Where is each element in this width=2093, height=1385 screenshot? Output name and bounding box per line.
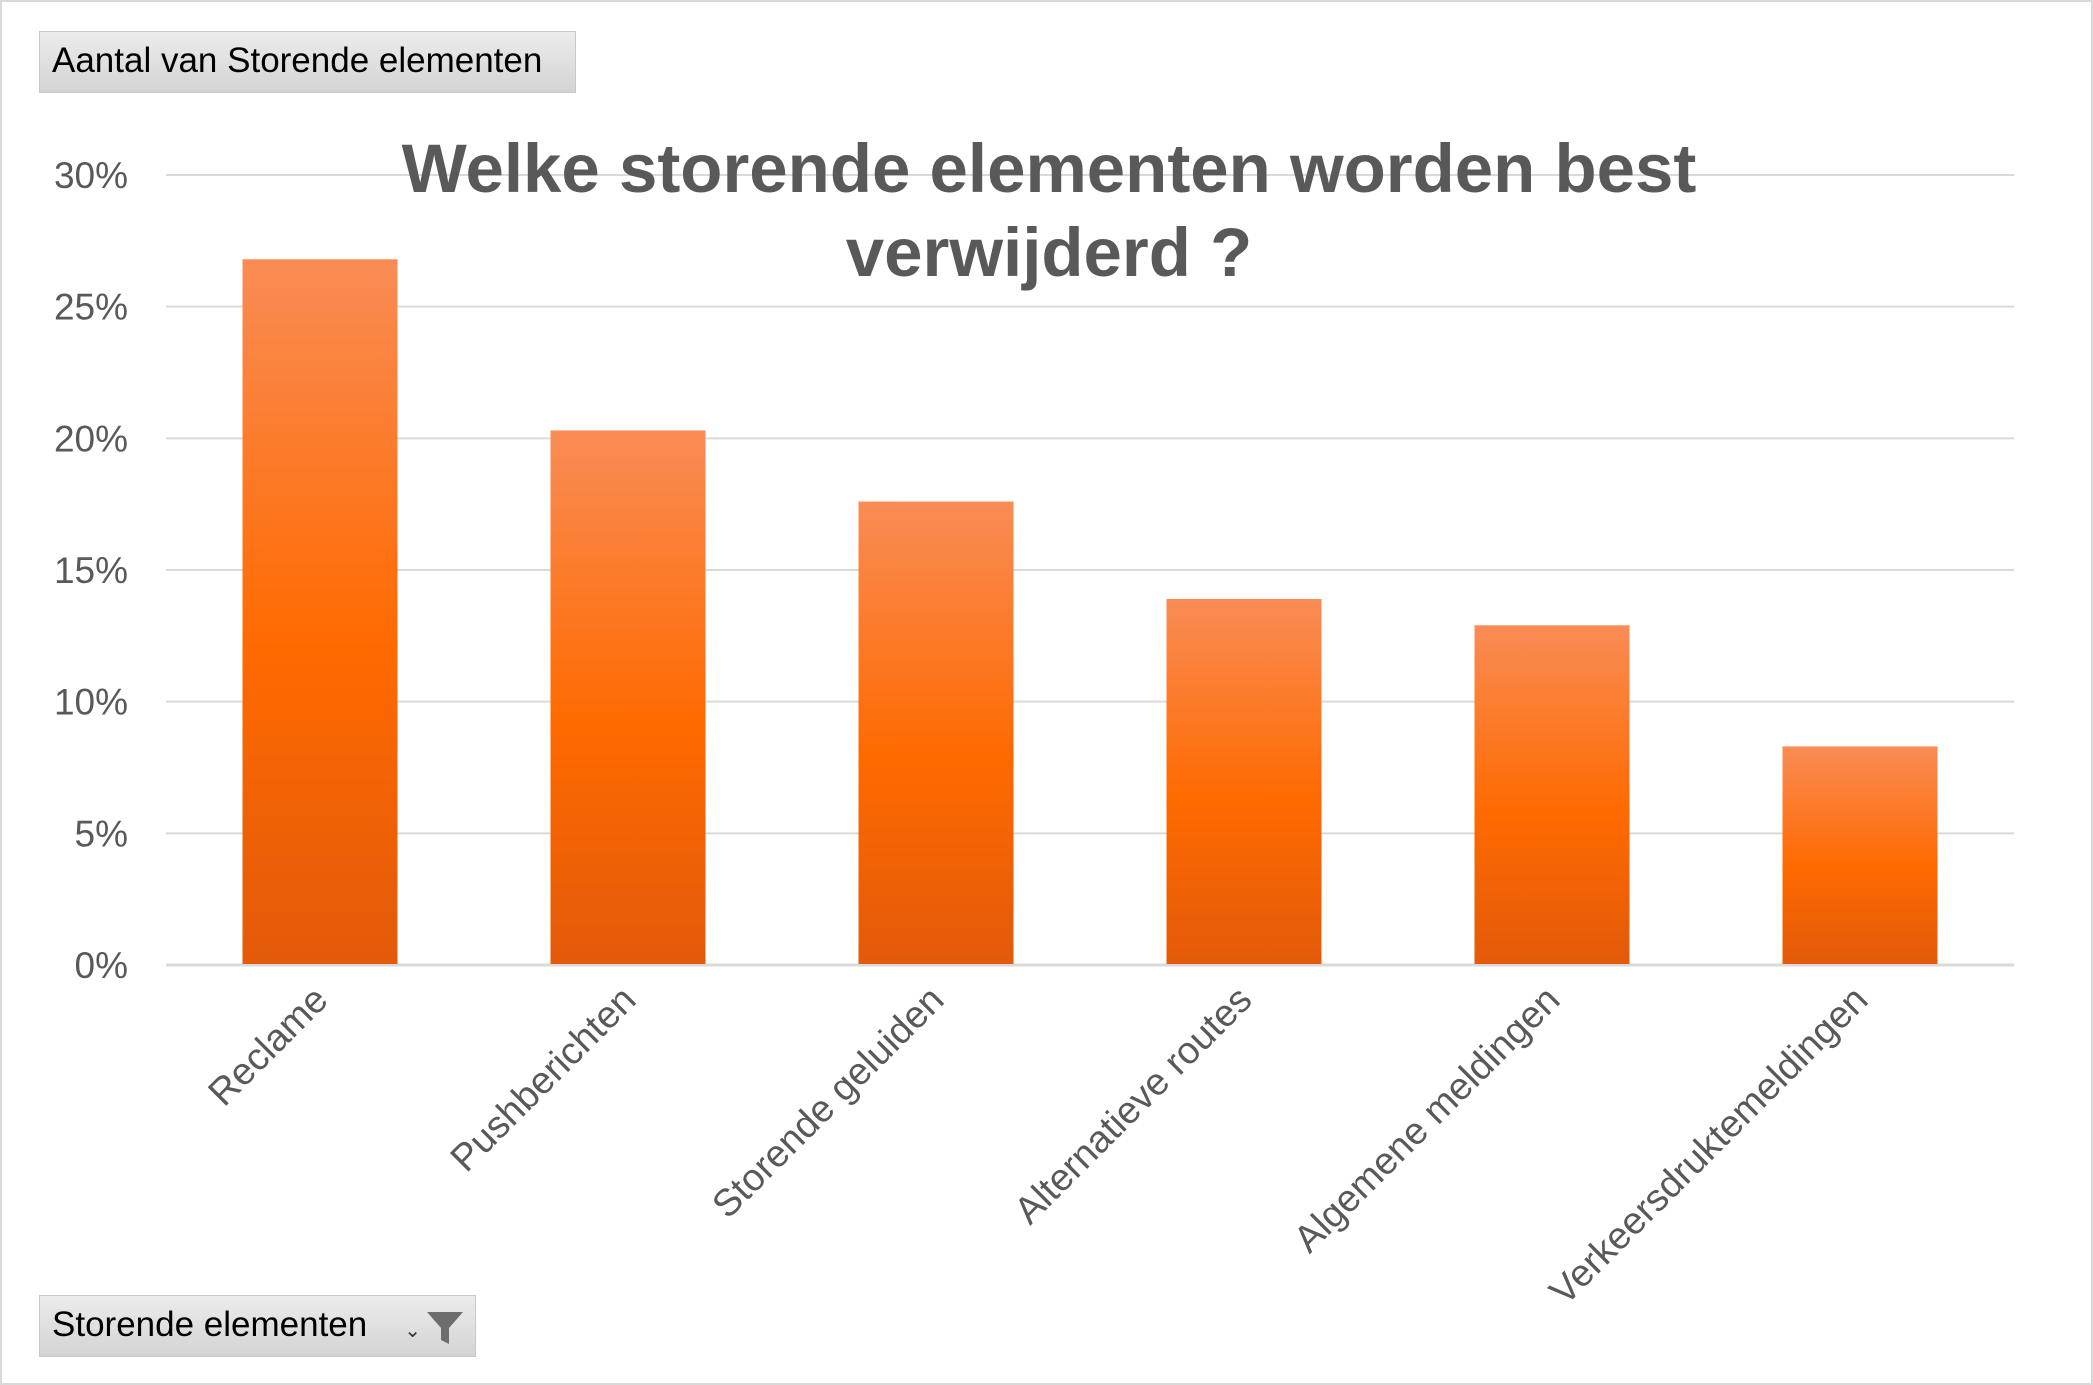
y-axis-tick-labels: 0% 5% 10% 15% 20% 25% 30%	[54, 155, 128, 986]
chart-title-line-1: Welke storende elementen worden best	[402, 130, 1697, 207]
x-tick-label: Reclame	[201, 979, 337, 1115]
bar-storende-geluiden	[858, 501, 1014, 964]
dropdown-arrow-icon[interactable]: ⌄	[404, 1320, 421, 1342]
axis-field-label: Storende elementen	[52, 1305, 368, 1344]
x-tick-label: Pushberichten	[443, 979, 644, 1180]
y-tick-label: 10%	[54, 682, 128, 723]
axis-field-button[interactable]: Storende elementen ⌄	[39, 1295, 476, 1357]
y-tick-label: 0%	[75, 945, 128, 986]
bar-reclame	[242, 259, 398, 964]
bar-verkeersdruktemeldingen	[1782, 746, 1938, 964]
value-field-button[interactable]: Aantal van Storende elementen	[39, 31, 576, 93]
bar-alternatieve-routes	[1166, 598, 1322, 964]
gridlines	[166, 174, 2014, 967]
y-tick-label: 15%	[54, 550, 128, 591]
y-tick-label: 30%	[54, 155, 128, 196]
x-axis-tick-labels: Reclame Pushberichten Storende geluiden Alt…	[201, 979, 1877, 1313]
bar-algemene-meldingen	[1474, 625, 1630, 964]
y-tick-label: 25%	[54, 287, 128, 328]
x-tick-label: Algemene meldingen	[1286, 979, 1568, 1261]
bars	[242, 259, 1938, 964]
x-tick-label: Storende geluiden	[705, 979, 953, 1227]
bar-pushberichten	[550, 430, 706, 964]
x-tick-label: Alternatieve routes	[1007, 979, 1261, 1233]
filter-funnel-icon[interactable]	[425, 1309, 465, 1347]
y-tick-label: 5%	[75, 813, 128, 854]
chart-title-line-2: verwijderd ?	[846, 214, 1252, 291]
y-tick-label: 20%	[54, 418, 128, 459]
x-tick-label: Verkeersdruktemeldingen	[1542, 979, 1876, 1313]
